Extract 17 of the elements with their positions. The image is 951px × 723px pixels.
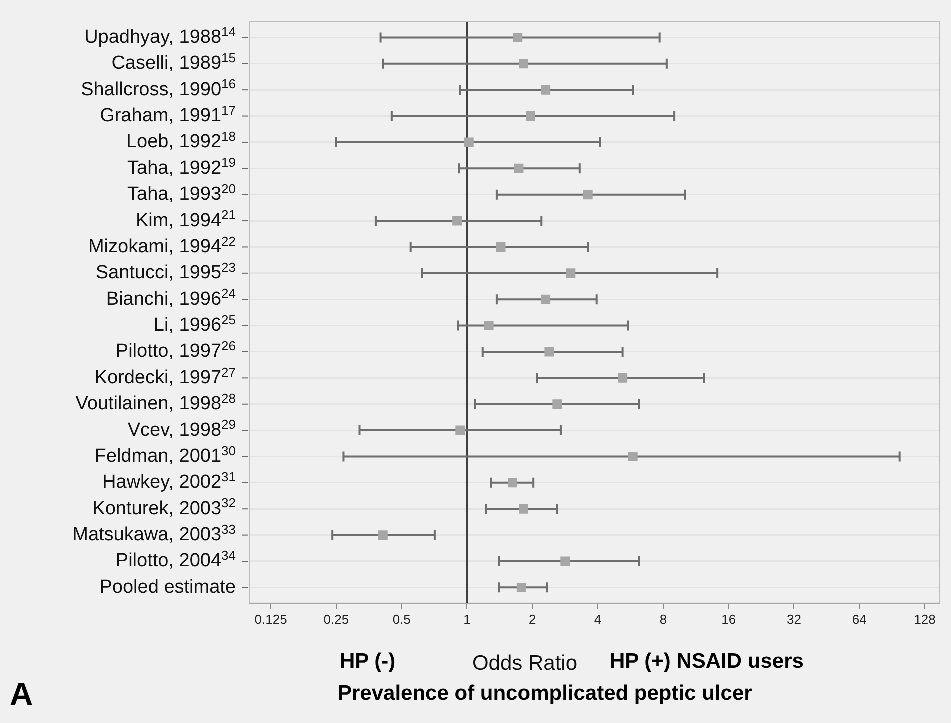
text: Prevalence of uncomplicated peptic ulcer [338,682,752,705]
x-tick-label: 0.5 [392,612,411,627]
x-tick-label: 0.125 [254,612,288,627]
text: A [10,676,34,712]
x-tick-label: 0.25 [324,612,350,627]
x-tick-label: 4 [594,612,602,627]
x-tick-label: 64 [852,612,867,627]
x-tick-label: 16 [722,612,736,627]
text: HP (-) [340,650,396,673]
x-tick-label: 32 [787,612,802,627]
x-tick-label: 1 [464,612,471,627]
x-tick-label: 128 [914,612,936,627]
x-tick-label: 2 [529,612,536,627]
text: HP (+) NSAID users [610,650,804,673]
y-tick-label: Pooled estimate [100,576,236,598]
x-axis-title: Odds Ratio [472,652,578,675]
x-tick-label: 8 [660,612,668,627]
